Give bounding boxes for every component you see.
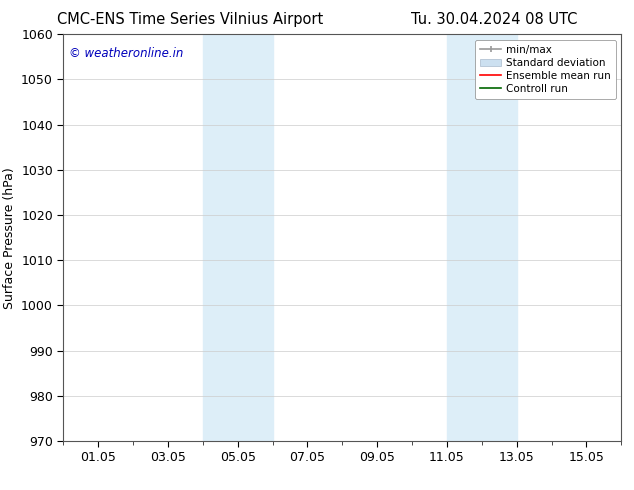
Bar (203, 34, 273, 441)
Text: Tu. 30.04.2024 08 UTC: Tu. 30.04.2024 08 UTC (411, 12, 578, 27)
Text: © weatheronline.in: © weatheronline.in (69, 47, 183, 59)
Legend: min/max, Standard deviation, Ensemble mean run, Controll run: min/max, Standard deviation, Ensemble me… (475, 40, 616, 99)
Bar (447, 34, 517, 441)
Text: CMC-ENS Time Series Vilnius Airport: CMC-ENS Time Series Vilnius Airport (57, 12, 323, 27)
Y-axis label: Surface Pressure (hPa): Surface Pressure (hPa) (3, 167, 16, 309)
